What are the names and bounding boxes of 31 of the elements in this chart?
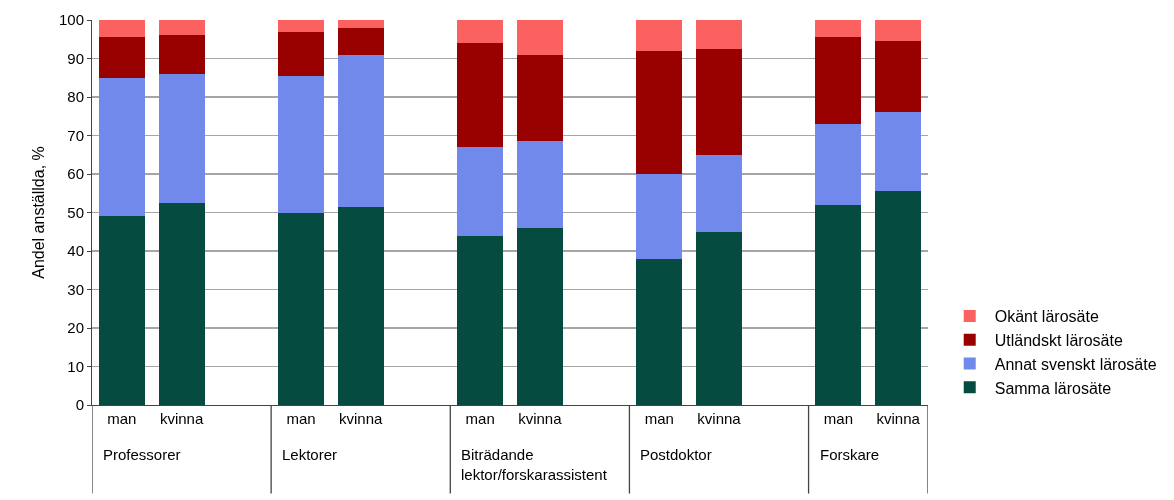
x-tick-label: kvinna xyxy=(159,410,204,427)
x-tick-label: man xyxy=(644,410,674,427)
text: Lektorer xyxy=(282,446,338,463)
legend-label: Annat svenskt lärosäte xyxy=(994,355,1157,373)
legend-label: Samma lärosäte xyxy=(994,379,1112,397)
y-tick-label: 90 xyxy=(67,49,84,67)
x-tick-label: kvinna xyxy=(697,410,742,427)
y-tick-label: 20 xyxy=(67,319,84,337)
y-tick-label: 60 xyxy=(67,165,84,183)
x-tick-label: man xyxy=(823,410,854,427)
text: Biträdande lektor/forskarassistent xyxy=(461,446,608,483)
y-tick-label: 40 xyxy=(67,242,84,260)
x-tick-label: kvinna xyxy=(518,410,563,427)
y-tick-label: 0 xyxy=(75,396,84,414)
y-tick-label: 50 xyxy=(67,203,84,221)
y-tick-label: 80 xyxy=(67,88,84,106)
y-tick-label: 30 xyxy=(67,280,84,298)
text: Professorer xyxy=(103,446,181,463)
x-tick-label: kvinna xyxy=(876,410,921,427)
legend-label: Utländskt lärosäte xyxy=(994,331,1123,349)
x-tick-label: kvinna xyxy=(339,410,384,427)
legend-label: Okänt lärosäte xyxy=(994,308,1099,326)
text: Forskare xyxy=(820,446,880,463)
x-tick-label: man xyxy=(286,410,316,427)
x-tick-label: man xyxy=(107,410,137,427)
y-tick-label: 70 xyxy=(67,126,84,144)
text: Postdoktor xyxy=(640,446,712,463)
y-tick-label: 10 xyxy=(67,357,84,375)
y-axis-title: Andel anställda, % xyxy=(29,146,47,279)
y-tick-label: 100 xyxy=(58,11,84,29)
x-tick-label: man xyxy=(465,410,495,427)
